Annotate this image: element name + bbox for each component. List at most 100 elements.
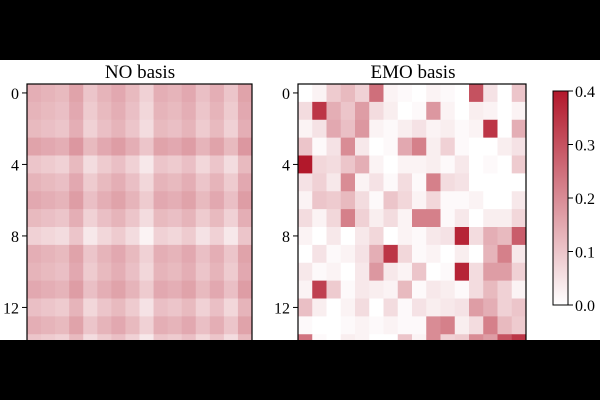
heatmap-cell xyxy=(340,298,356,317)
heatmap-cell xyxy=(454,155,470,174)
heatmap-cell xyxy=(355,298,370,317)
heatmap-cell xyxy=(440,209,456,228)
heatmap-cell xyxy=(167,227,183,246)
heatmap-cell xyxy=(497,191,513,210)
heatmap-cell xyxy=(111,191,126,210)
heatmap-cell xyxy=(355,280,370,299)
heatmap-cell xyxy=(55,298,70,317)
heatmap-cell xyxy=(326,191,342,210)
heatmap-cell xyxy=(511,316,527,335)
heatmap-cell xyxy=(369,101,384,121)
heatmap-cell xyxy=(139,209,154,228)
heatmap-cell xyxy=(326,101,342,121)
heatmap-cell xyxy=(383,137,399,156)
heatmap-cell xyxy=(69,155,84,174)
heatmap-cell xyxy=(209,334,225,353)
heatmap-cell xyxy=(27,137,42,156)
heatmap-cell xyxy=(326,119,342,139)
heatmap-cell xyxy=(153,119,169,139)
heatmap-cell xyxy=(55,173,70,192)
heatmap-cell xyxy=(139,119,154,139)
heatmap-cell xyxy=(195,173,211,192)
heatmap-cell xyxy=(223,191,239,210)
heatmap-cell xyxy=(440,101,456,121)
heatmap-cell xyxy=(440,191,456,210)
heatmap-cell xyxy=(153,227,169,246)
heatmap-cell xyxy=(237,262,253,282)
heatmap-cell xyxy=(97,209,112,228)
heatmap-cell xyxy=(153,262,169,282)
heatmap-cell xyxy=(41,334,56,353)
heatmap-cell xyxy=(69,244,84,264)
heatmap-cell xyxy=(209,173,225,192)
heatmap-cell xyxy=(41,155,56,174)
heatmap-cell xyxy=(355,244,370,264)
heatmap-cell xyxy=(340,101,356,121)
heatmap-cell xyxy=(97,155,112,174)
heatmap-cell xyxy=(412,137,427,156)
heatmap-cell xyxy=(125,119,140,139)
y-tick-label: 8 xyxy=(282,229,290,246)
heatmap-cell xyxy=(355,173,370,192)
heatmap-cell xyxy=(139,316,154,335)
heatmap-cell xyxy=(483,84,498,103)
heatmap-cell xyxy=(181,137,197,156)
heatmap-cell xyxy=(209,244,225,264)
heatmap-cell xyxy=(383,173,399,192)
heatmap-cell xyxy=(209,191,225,210)
heatmap-cell xyxy=(312,334,327,353)
heatmap-cell xyxy=(69,227,84,246)
heatmap-cell xyxy=(440,316,456,335)
heatmap-cell xyxy=(83,209,98,228)
heatmap-cell xyxy=(55,137,70,156)
heatmap-cell xyxy=(153,137,169,156)
heatmap-cell xyxy=(312,209,327,228)
heatmap-cell xyxy=(69,137,84,156)
heatmap-cell xyxy=(223,209,239,228)
heatmap-cell xyxy=(397,298,413,317)
heatmap-cell xyxy=(511,155,527,174)
heatmap-cell xyxy=(298,334,313,353)
heatmap-cell xyxy=(412,173,427,192)
heatmap-cell xyxy=(454,316,470,335)
heatmap-cell xyxy=(111,137,126,156)
heatmap-panel-emo-basis: EMO basis 0 4 8 12 0 4 8 12 xyxy=(274,62,527,395)
heatmap-cell xyxy=(340,173,356,192)
heatmap-cell xyxy=(469,84,484,103)
heatmap-cell xyxy=(125,298,140,317)
heatmap-cell xyxy=(97,137,112,156)
colorbar-tick-label: 0.2 xyxy=(575,191,595,208)
heatmap-cell xyxy=(497,244,513,264)
heatmap-cell xyxy=(209,298,225,317)
heatmap-cell xyxy=(83,137,98,156)
heatmap-cell xyxy=(83,262,98,282)
heatmap-cell xyxy=(209,119,225,139)
colorbar-tick-label: 0.1 xyxy=(575,245,595,262)
heatmap-cell xyxy=(326,298,342,317)
heatmap-cell xyxy=(511,334,527,353)
heatmap-cell xyxy=(426,280,441,299)
heatmap-cell xyxy=(298,155,313,174)
heatmap-cell xyxy=(298,101,313,121)
heatmap-cell xyxy=(167,209,183,228)
heatmap-cell xyxy=(69,119,84,139)
heatmap-cell xyxy=(195,119,211,139)
heatmap-cell xyxy=(237,173,253,192)
heatmap-cell xyxy=(27,227,42,246)
heatmap-cell xyxy=(125,280,140,299)
heatmap-cell xyxy=(181,334,197,353)
heatmap-cell xyxy=(223,84,239,103)
heatmap-cell xyxy=(298,298,313,317)
heatmap-cell xyxy=(181,244,197,264)
y-tick-label: 12 xyxy=(274,300,290,317)
heatmap-cell xyxy=(195,137,211,156)
heatmap-cell xyxy=(111,316,126,335)
heatmap-cell xyxy=(97,101,112,121)
heatmap-cell xyxy=(312,244,327,264)
heatmap-cell xyxy=(483,227,498,246)
heatmap-cell xyxy=(237,227,253,246)
heatmap-cell xyxy=(412,227,427,246)
heatmap-cell xyxy=(27,191,42,210)
heatmap-cell xyxy=(139,155,154,174)
heatmap-cell xyxy=(383,227,399,246)
